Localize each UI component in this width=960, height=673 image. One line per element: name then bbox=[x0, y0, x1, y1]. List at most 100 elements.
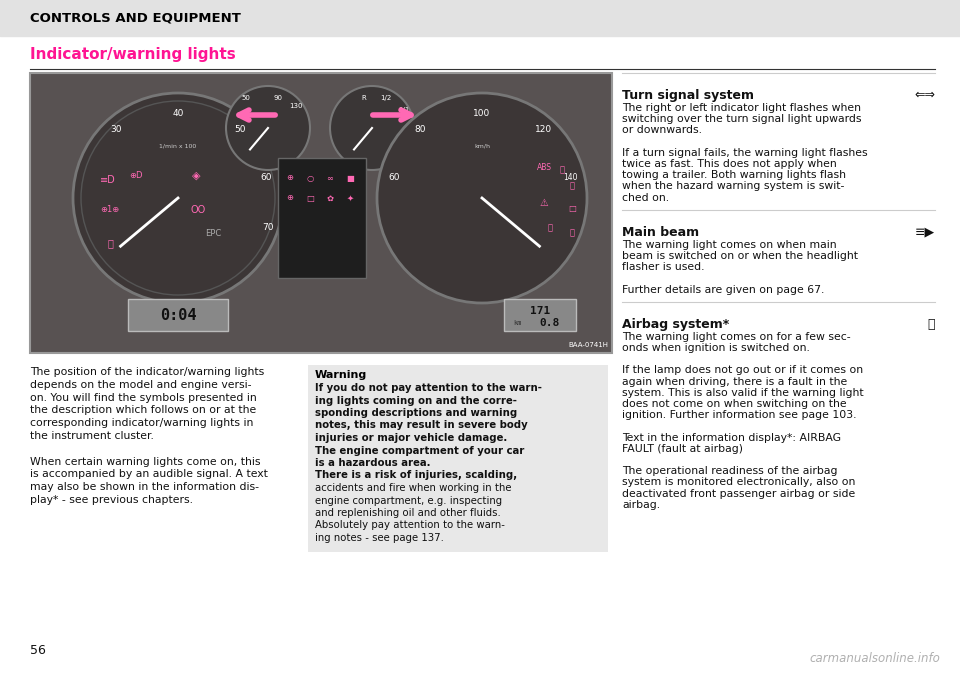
Text: 50: 50 bbox=[242, 95, 251, 101]
Text: If a turn signal fails, the warning light flashes: If a turn signal fails, the warning ligh… bbox=[622, 148, 868, 157]
Text: R: R bbox=[362, 95, 367, 101]
Text: onds when ignition is switched on.: onds when ignition is switched on. bbox=[622, 343, 810, 353]
Bar bbox=[278, 158, 366, 278]
Text: ing notes - see page 137.: ing notes - see page 137. bbox=[315, 533, 444, 543]
Text: The right or left indicator light flashes when: The right or left indicator light flashe… bbox=[622, 103, 861, 113]
Text: ignition. Further information see page 103.: ignition. Further information see page 1… bbox=[622, 411, 856, 420]
Text: The position of the indicator/warning lights: The position of the indicator/warning li… bbox=[30, 367, 264, 377]
Text: The warning light comes on when main: The warning light comes on when main bbox=[622, 240, 836, 250]
Text: switching over the turn signal light upwards: switching over the turn signal light upw… bbox=[622, 114, 861, 125]
Text: ◈: ◈ bbox=[192, 171, 201, 181]
Text: accidents and fire when working in the: accidents and fire when working in the bbox=[315, 483, 512, 493]
Text: twice as fast. This does not apply when: twice as fast. This does not apply when bbox=[622, 159, 837, 169]
Text: system. This is also valid if the warning light: system. This is also valid if the warnin… bbox=[622, 388, 864, 398]
Text: OO: OO bbox=[190, 205, 205, 215]
Text: The engine compartment of your car: The engine compartment of your car bbox=[315, 446, 524, 456]
Text: EPC: EPC bbox=[204, 229, 221, 238]
Circle shape bbox=[73, 93, 283, 303]
Text: the description which follows on or at the: the description which follows on or at t… bbox=[30, 405, 256, 415]
Text: ≡D: ≡D bbox=[310, 168, 330, 182]
Text: 🧑: 🧑 bbox=[569, 229, 574, 238]
Text: BAA-0741H: BAA-0741H bbox=[568, 342, 608, 348]
Text: 171: 171 bbox=[530, 306, 550, 316]
Text: ○: ○ bbox=[306, 174, 314, 182]
Text: ched on.: ched on. bbox=[622, 192, 669, 203]
Text: Turn signal system: Turn signal system bbox=[622, 89, 754, 102]
Text: CONTROLS AND EQUIPMENT: CONTROLS AND EQUIPMENT bbox=[30, 11, 241, 24]
Text: ⚠: ⚠ bbox=[540, 198, 548, 208]
Text: carmanualsonline.info: carmanualsonline.info bbox=[809, 652, 940, 665]
Text: If the lamp does not go out or if it comes on: If the lamp does not go out or if it com… bbox=[622, 365, 863, 376]
Circle shape bbox=[330, 86, 414, 170]
Text: When certain warning lights come on, this: When certain warning lights come on, thi… bbox=[30, 456, 260, 466]
Text: 1/1: 1/1 bbox=[398, 107, 410, 113]
Text: □: □ bbox=[306, 194, 314, 203]
Text: sponding descriptions and warning: sponding descriptions and warning bbox=[315, 408, 517, 418]
Text: ⊕: ⊕ bbox=[286, 174, 294, 182]
Text: ing lights coming on and the corre-: ing lights coming on and the corre- bbox=[315, 396, 516, 406]
Text: ∞: ∞ bbox=[326, 174, 333, 182]
Text: FAULT (fault at airbag): FAULT (fault at airbag) bbox=[622, 444, 743, 454]
Text: 50: 50 bbox=[234, 125, 246, 135]
Text: ■: ■ bbox=[346, 174, 354, 182]
Text: If you do not pay attention to the warn-: If you do not pay attention to the warn- bbox=[315, 383, 541, 393]
Text: or downwards.: or downwards. bbox=[622, 125, 702, 135]
Text: ≡▶: ≡▶ bbox=[915, 226, 935, 239]
Text: engine compartment, e.g. inspecting: engine compartment, e.g. inspecting bbox=[315, 495, 502, 505]
Text: does not come on when switching on the: does not come on when switching on the bbox=[622, 399, 847, 409]
Text: the instrument cluster.: the instrument cluster. bbox=[30, 431, 154, 441]
Bar bbox=[0, 0, 960, 36]
Bar bbox=[504, 299, 576, 331]
Text: 🔧: 🔧 bbox=[547, 223, 553, 232]
Text: on. You will find the symbols presented in: on. You will find the symbols presented … bbox=[30, 392, 256, 402]
Circle shape bbox=[226, 86, 310, 170]
Text: Further details are given on page 67.: Further details are given on page 67. bbox=[622, 285, 825, 295]
Text: towing a trailer. Both warning lights flash: towing a trailer. Both warning lights fl… bbox=[622, 170, 846, 180]
Text: 70: 70 bbox=[262, 223, 274, 232]
Text: The warning light comes on for a few sec-: The warning light comes on for a few sec… bbox=[622, 332, 851, 342]
Text: play* - see previous chapters.: play* - see previous chapters. bbox=[30, 495, 193, 505]
Text: injuries or major vehicle damage.: injuries or major vehicle damage. bbox=[315, 433, 507, 443]
Circle shape bbox=[377, 93, 587, 303]
Text: ✦: ✦ bbox=[347, 194, 353, 203]
Bar bbox=[128, 299, 228, 331]
Text: 40: 40 bbox=[172, 108, 183, 118]
Text: km/h: km/h bbox=[474, 143, 490, 149]
Text: ⇐⇒: ⇐⇒ bbox=[914, 89, 935, 102]
Text: notes, this may result in severe body: notes, this may result in severe body bbox=[315, 421, 528, 431]
Text: ✿: ✿ bbox=[326, 194, 333, 203]
Text: Warning: Warning bbox=[315, 370, 368, 380]
Text: 120: 120 bbox=[536, 125, 553, 135]
Text: Indicator/warning lights: Indicator/warning lights bbox=[30, 48, 236, 63]
Text: 0:04: 0:04 bbox=[159, 308, 196, 322]
Text: 🚶: 🚶 bbox=[108, 238, 113, 248]
Bar bbox=[30, 73, 612, 353]
Text: There is a risk of injuries, scalding,: There is a risk of injuries, scalding, bbox=[315, 470, 517, 481]
Text: when the hazard warning system is swit-: when the hazard warning system is swit- bbox=[622, 182, 845, 191]
Text: deactivated front passenger airbag or side: deactivated front passenger airbag or si… bbox=[622, 489, 855, 499]
Text: Main beam: Main beam bbox=[622, 226, 699, 239]
Circle shape bbox=[81, 101, 275, 295]
Text: 56: 56 bbox=[30, 644, 46, 657]
Text: is a hazardous area.: is a hazardous area. bbox=[315, 458, 430, 468]
Text: 0.8: 0.8 bbox=[540, 318, 560, 328]
Text: is accompanied by an audible signal. A text: is accompanied by an audible signal. A t… bbox=[30, 469, 268, 479]
Text: 60: 60 bbox=[388, 174, 399, 182]
Text: 👤: 👤 bbox=[927, 318, 935, 331]
Text: may also be shown in the information dis-: may also be shown in the information dis… bbox=[30, 482, 259, 492]
Text: ≡D: ≡D bbox=[100, 175, 116, 185]
Text: corresponding indicator/warning lights in: corresponding indicator/warning lights i… bbox=[30, 418, 253, 428]
Text: 80: 80 bbox=[415, 125, 425, 135]
Text: system is monitored electronically, also on: system is monitored electronically, also… bbox=[622, 477, 855, 487]
Text: 1/2: 1/2 bbox=[380, 95, 392, 101]
Text: ⊕1⊕: ⊕1⊕ bbox=[101, 205, 120, 215]
Text: depends on the model and engine versi-: depends on the model and engine versi- bbox=[30, 380, 252, 390]
Text: 100: 100 bbox=[473, 108, 491, 118]
Text: 90: 90 bbox=[274, 95, 282, 101]
Text: and replenishing oil and other fluids.: and replenishing oil and other fluids. bbox=[315, 508, 501, 518]
Text: airbag.: airbag. bbox=[622, 500, 660, 510]
Text: □: □ bbox=[568, 203, 576, 213]
Text: km: km bbox=[514, 320, 522, 326]
Text: ⊕: ⊕ bbox=[286, 194, 294, 203]
Text: ABS: ABS bbox=[537, 164, 551, 172]
